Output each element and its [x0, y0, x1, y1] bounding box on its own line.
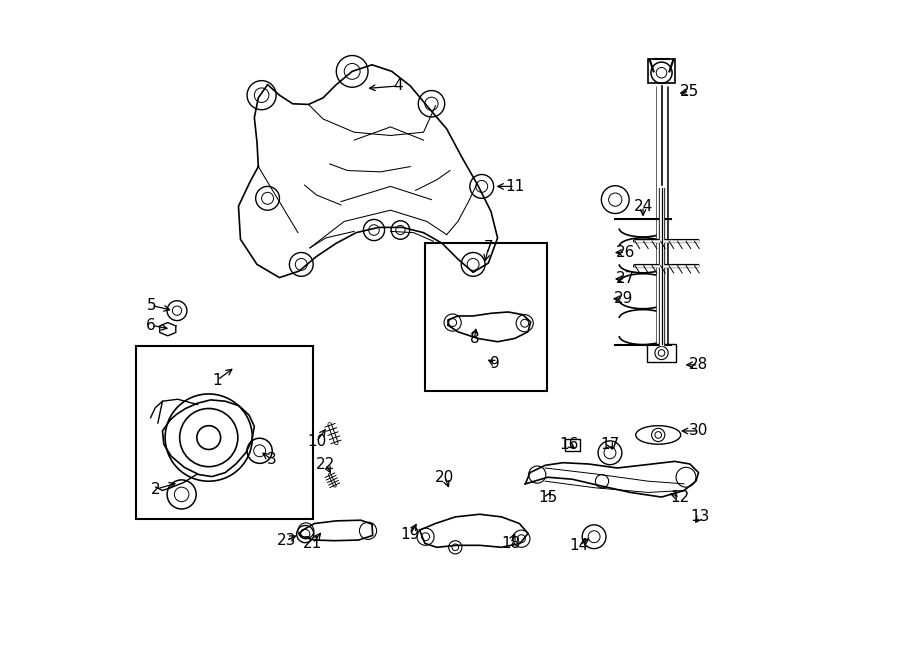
Text: 13: 13 — [690, 510, 709, 524]
Text: 18: 18 — [501, 536, 520, 551]
Text: 21: 21 — [303, 536, 322, 551]
Text: 3: 3 — [266, 452, 276, 467]
Text: 17: 17 — [600, 437, 619, 451]
Text: 22: 22 — [316, 457, 336, 471]
Text: 1: 1 — [212, 373, 222, 387]
Text: 29: 29 — [614, 292, 633, 306]
Text: 7: 7 — [483, 241, 493, 255]
Text: 2: 2 — [151, 482, 161, 496]
Bar — [425, 243, 547, 391]
Text: 24: 24 — [634, 199, 652, 214]
Text: 16: 16 — [559, 437, 579, 451]
Text: 6: 6 — [147, 318, 156, 332]
Text: 9: 9 — [491, 356, 500, 371]
Text: 14: 14 — [570, 538, 589, 553]
Text: 30: 30 — [688, 424, 708, 438]
Text: 15: 15 — [538, 490, 557, 504]
Text: 4: 4 — [393, 79, 403, 93]
Bar — [136, 346, 313, 519]
Text: 11: 11 — [505, 179, 525, 194]
Text: 8: 8 — [470, 331, 480, 346]
Text: 28: 28 — [688, 358, 708, 372]
Text: 23: 23 — [276, 533, 296, 548]
Text: 10: 10 — [307, 434, 326, 449]
Text: 12: 12 — [670, 490, 689, 504]
Text: 25: 25 — [680, 84, 699, 98]
Bar — [648, 59, 675, 83]
Text: 20: 20 — [435, 470, 454, 485]
Text: 19: 19 — [400, 527, 420, 541]
Text: 27: 27 — [616, 272, 634, 286]
Text: 5: 5 — [147, 298, 156, 313]
Bar — [647, 344, 676, 362]
Text: 26: 26 — [616, 245, 634, 260]
Bar — [565, 439, 581, 451]
